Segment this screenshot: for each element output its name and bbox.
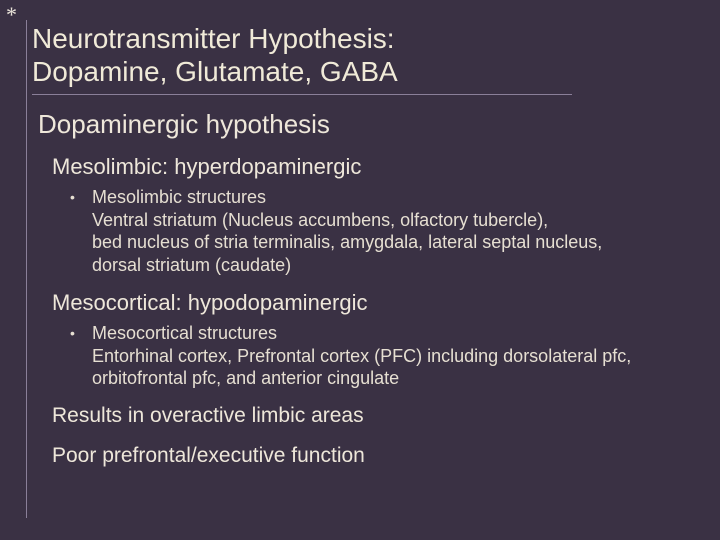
mesolimbic-body-l1: Mesolimbic structures [92,187,266,207]
mesolimbic-body-l2: Ventral striatum (Nucleus accumbens, olf… [92,210,548,230]
title-line-1: Neurotransmitter Hypothesis: [32,23,395,54]
title-underline [32,94,572,95]
bullet-icon: • [70,186,92,276]
vertical-rule [26,20,27,518]
mesolimbic-heading: Mesolimbic: hyperdopaminergic [52,154,692,180]
corner-asterisk: * [6,2,17,28]
mesolimbic-body-l4: dorsal striatum (caudate) [92,255,291,275]
slide-title: Neurotransmitter Hypothesis: Dopamine, G… [32,22,692,92]
mesolimbic-bullet: • Mesolimbic structures Ventral striatum… [70,186,692,276]
mesocortical-heading: Mesocortical: hypodopaminergic [52,290,692,316]
bullet-icon: • [70,322,92,390]
mesolimbic-body-l3: bed nucleus of stria terminalis, amygdal… [92,232,602,252]
mesolimbic-body: Mesolimbic structures Ventral striatum (… [92,186,602,276]
result-line-1: Results in overactive limbic areas [52,404,692,428]
title-line-2: Dopamine, Glutamate, GABA [32,56,398,87]
slide-content: Neurotransmitter Hypothesis: Dopamine, G… [32,22,692,484]
mesocortical-bullet: • Mesocortical structures Entorhinal cor… [70,322,692,390]
mesocortical-body-l3: orbitofrontal pfc, and anterior cingulat… [92,368,399,388]
mesocortical-body-l1: Mesocortical structures [92,323,277,343]
mesocortical-body: Mesocortical structures Entorhinal corte… [92,322,631,390]
section-heading: Dopaminergic hypothesis [38,109,692,140]
mesocortical-body-l2: Entorhinal cortex, Prefrontal cortex (PF… [92,346,631,366]
result-line-2: Poor prefrontal/executive function [52,444,692,468]
